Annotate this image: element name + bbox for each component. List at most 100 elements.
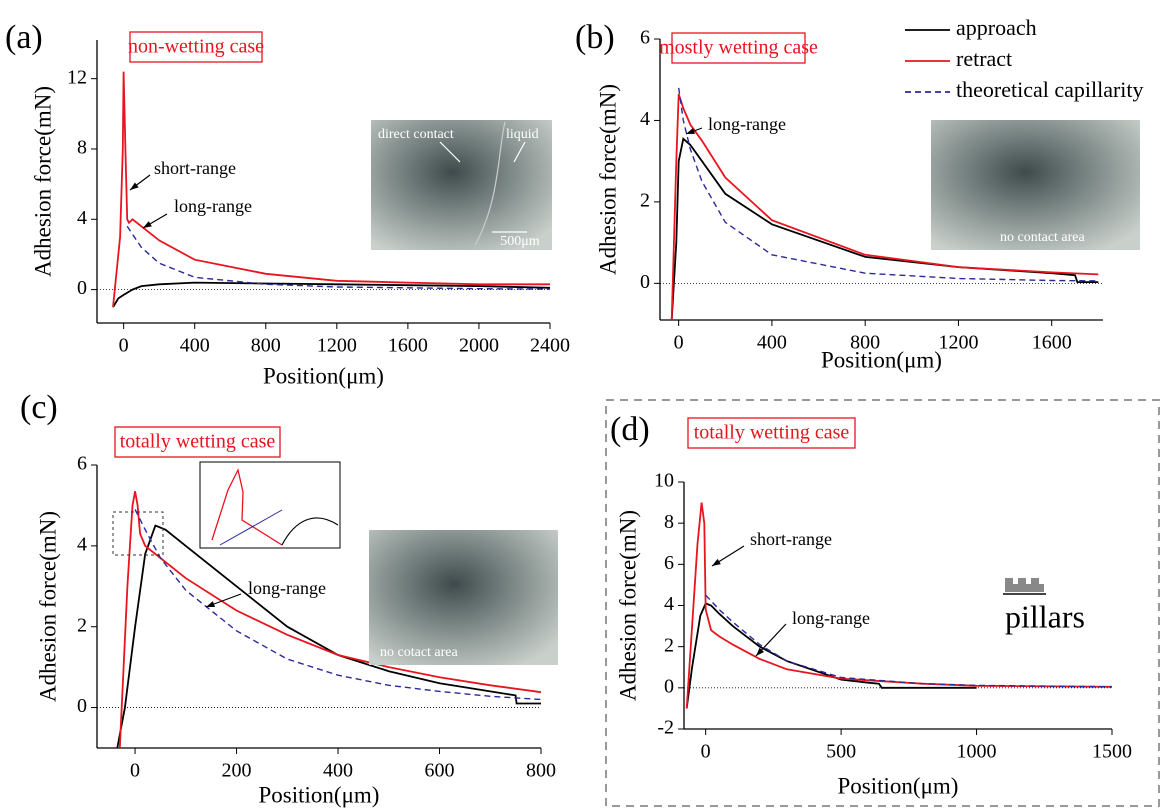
arrow-head — [756, 647, 765, 656]
y-tick-label: 0 — [640, 271, 650, 293]
zoom-curve — [219, 509, 283, 546]
annotation: short-range — [154, 158, 236, 178]
series-line — [126, 225, 550, 290]
x-tick-label: 200 — [222, 760, 252, 782]
y-tick-label: 6 — [664, 552, 674, 574]
x-tick-label: 400 — [757, 332, 787, 354]
inset-photo — [371, 120, 552, 250]
case-label: mostly wetting case — [659, 37, 818, 59]
y-tick-label: 6 — [77, 453, 87, 475]
y-tick-label: 2 — [77, 614, 87, 636]
case-box — [114, 426, 281, 458]
zoom-inset — [199, 461, 341, 549]
y-tick-label: 2 — [664, 634, 674, 656]
x-tick-label: 1600 — [1032, 332, 1072, 354]
zoom-curve — [281, 517, 339, 546]
x-tick-label: 1000 — [957, 741, 997, 763]
case-box — [687, 417, 856, 449]
series-line — [118, 491, 541, 748]
y-tick-label: 6 — [640, 27, 650, 49]
series-line — [670, 93, 1099, 320]
panel-label: (d) — [610, 411, 650, 448]
series-line — [112, 281, 550, 308]
case-box — [129, 31, 263, 63]
annotation: long-range — [792, 608, 870, 628]
series-line — [685, 602, 977, 709]
zoom-box — [112, 511, 164, 556]
annotation: long-range — [708, 114, 786, 134]
panel-label: (a) — [5, 19, 43, 56]
case-label: totally wetting case — [120, 431, 276, 453]
inset-label: direct contact — [378, 127, 454, 142]
panel: 0 400 800 1200 1600 2000 2400 0 4 8 12 (a) non-wetti… — [5, 19, 570, 388]
x-axis-label: Position(μm) — [259, 782, 380, 807]
arrow-head — [206, 601, 215, 607]
x-axis-label: Position(μm) — [821, 347, 942, 372]
arrow-head — [686, 128, 695, 134]
case-label: totally wetting case — [694, 422, 850, 444]
y-tick-label: 4 — [77, 533, 87, 555]
series-line — [678, 87, 1099, 282]
series-line — [705, 594, 1112, 688]
series-line — [670, 137, 1099, 320]
x-tick-label: 800 — [526, 760, 556, 782]
arrow-head — [712, 558, 721, 566]
y-tick-label: 2 — [640, 189, 650, 211]
legend-label: theoretical capillarity — [956, 77, 1144, 102]
x-tick-label: 0 — [119, 335, 129, 357]
case-box — [671, 32, 806, 64]
inset-label: no cotact area — [380, 645, 459, 660]
zoom-curve — [211, 468, 283, 546]
y-axis-label: Adhesion force(mN) — [30, 86, 55, 277]
annotation: short-range — [750, 529, 832, 549]
series-line — [685, 502, 1112, 709]
x-axis-label: Position(μm) — [838, 773, 959, 798]
y-tick-label: 8 — [77, 137, 87, 159]
panel: 0 200 400 600 800 0 2 4 6 (c) totally wetting case… — [20, 389, 558, 807]
y-tick-label: 10 — [654, 470, 674, 492]
x-tick-label: 2000 — [459, 335, 499, 357]
y-tick-label: 4 — [640, 108, 650, 130]
y-axis-label: Adhesion force(mN) — [595, 84, 620, 275]
inset-photo — [931, 120, 1140, 250]
y-tick-label: 12 — [67, 66, 87, 88]
x-tick-label: 0 — [674, 332, 684, 354]
inset-photo — [369, 530, 558, 665]
inset-label: 500μm — [500, 234, 540, 249]
inset-label: no contact area — [1000, 230, 1086, 245]
arrow-head — [130, 182, 139, 190]
x-tick-label: 1500 — [1092, 741, 1132, 763]
x-tick-label: 800 — [850, 332, 880, 354]
x-tick-label: 600 — [425, 760, 455, 782]
x-tick-label: 1200 — [317, 335, 357, 357]
x-axis-label: Position(μm) — [263, 363, 384, 388]
series-line — [112, 71, 550, 308]
panel-border — [605, 399, 1160, 807]
y-tick-label: 0 — [77, 277, 87, 299]
panel-label: (c) — [20, 389, 58, 426]
y-tick-label: -2 — [657, 717, 674, 739]
y-tick-label: 0 — [664, 675, 674, 697]
annotation: long-range — [248, 578, 326, 598]
y-axis-label: Adhesion force(mN) — [615, 510, 640, 701]
legend-label: retract — [956, 46, 1012, 71]
x-tick-label: 800 — [251, 335, 281, 357]
annotation: long-range — [174, 196, 252, 216]
panel-label: (b) — [575, 19, 615, 56]
y-tick-label: 0 — [77, 695, 87, 717]
x-tick-label: 0 — [130, 760, 140, 782]
case-label: non-wetting case — [128, 36, 264, 58]
series-line — [134, 509, 541, 701]
y-tick-label: 4 — [664, 593, 674, 615]
x-tick-label: 2400 — [530, 335, 570, 357]
inset-label: pillars — [1005, 598, 1085, 634]
inset-mark — [474, 121, 506, 246]
pillar-icon — [1005, 578, 1044, 592]
y-tick-label: 8 — [664, 511, 674, 533]
x-tick-label: 1200 — [938, 332, 978, 354]
x-tick-label: 0 — [701, 741, 711, 763]
inset-mark — [513, 141, 526, 163]
y-axis-label: Adhesion force(mN) — [35, 511, 60, 702]
legend-label: approach — [956, 15, 1037, 40]
